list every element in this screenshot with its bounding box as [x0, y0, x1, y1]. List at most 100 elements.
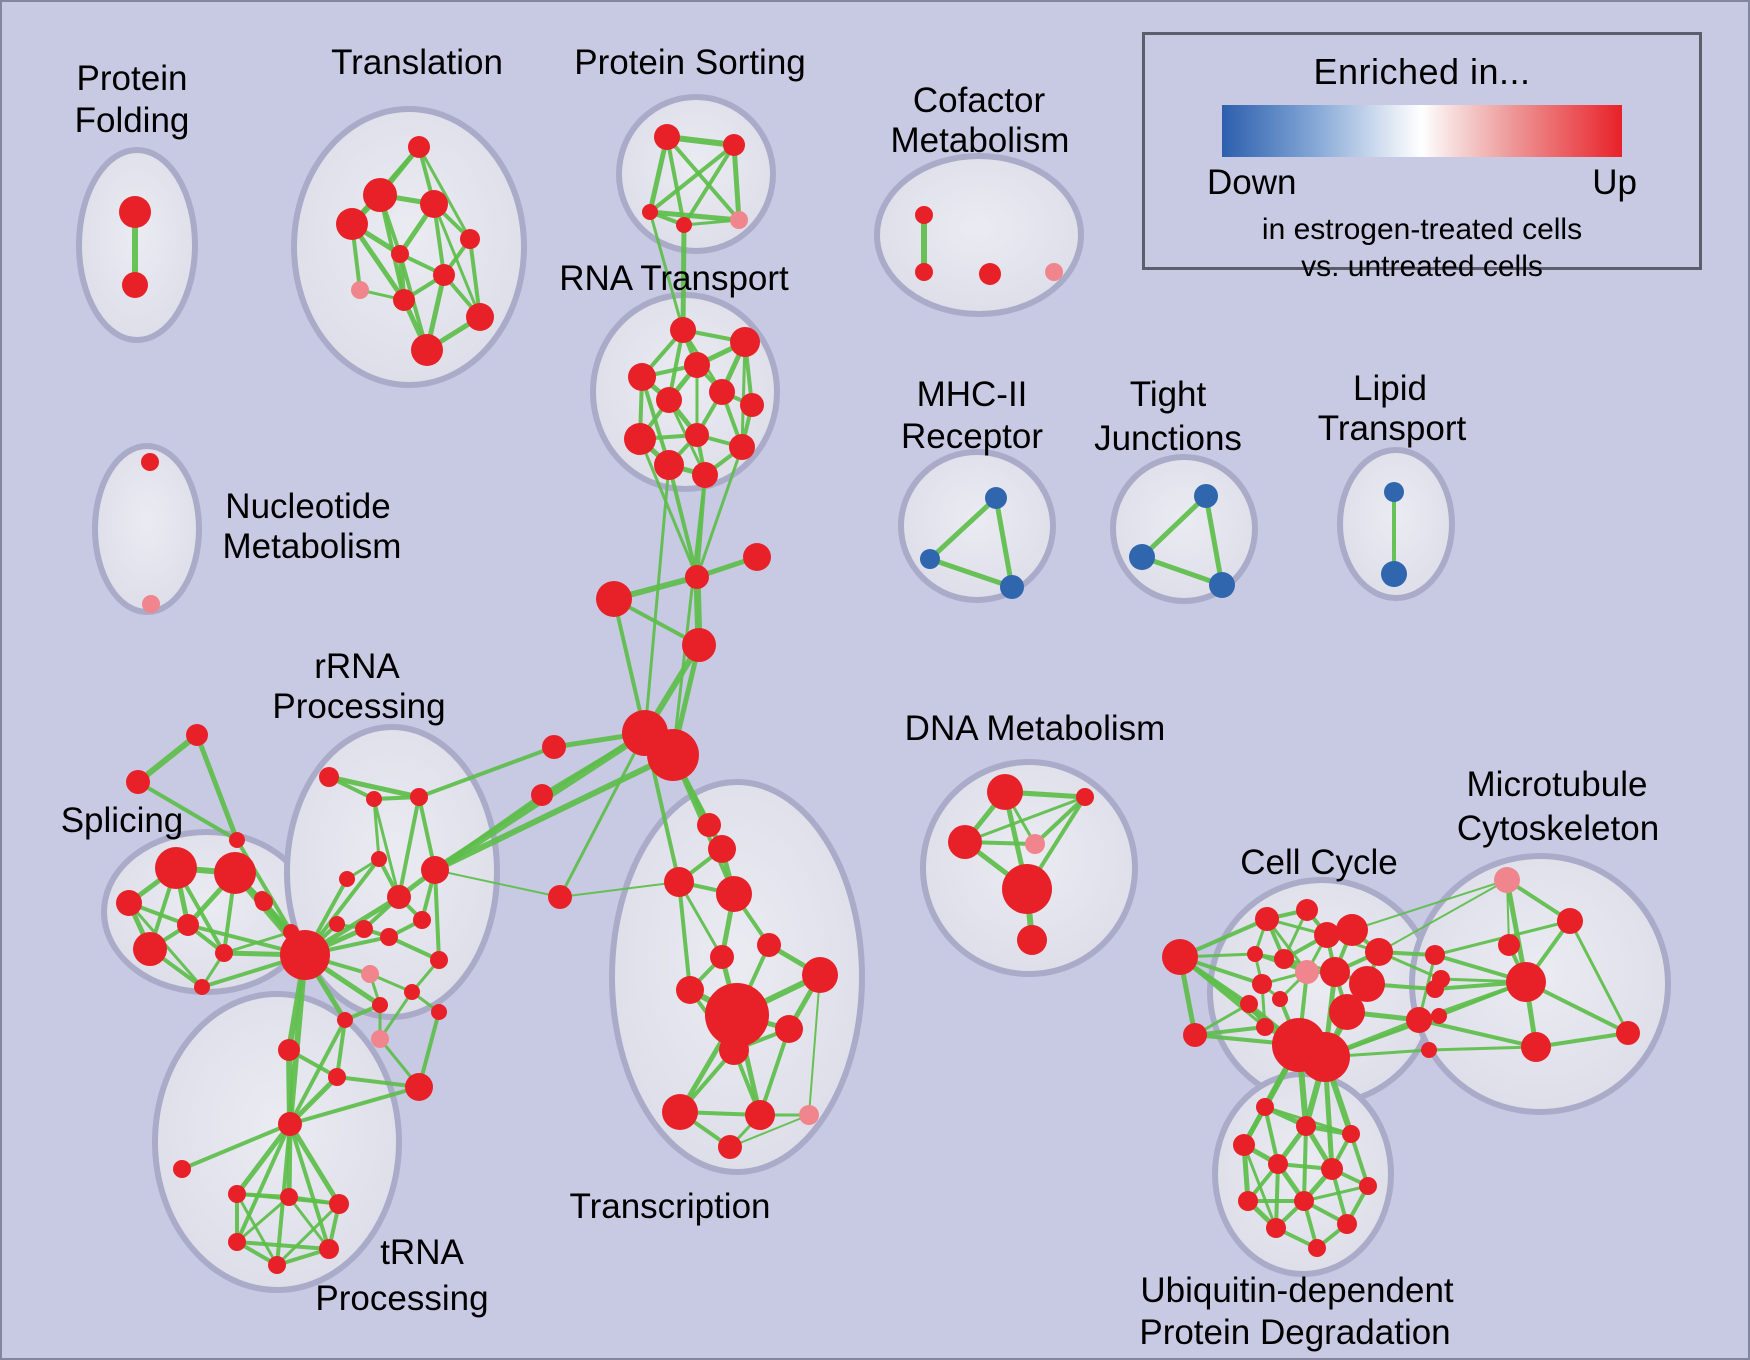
- cluster-label-cell-cycle-0: Cell Cycle: [1240, 843, 1398, 882]
- edge: [1349, 1132, 1370, 1188]
- edge: [235, 1122, 292, 1244]
- node-tj0: [1194, 484, 1218, 508]
- node-tl7: [351, 281, 369, 299]
- node-rt11: [692, 462, 718, 488]
- edge: [234, 1121, 293, 1197]
- node-mh2: [1000, 575, 1024, 599]
- cluster-label-protein-folding-0: Protein: [77, 59, 188, 98]
- cluster-label-rna-transport-0: RNA Transport: [559, 259, 789, 298]
- node-dn1: [1076, 788, 1094, 806]
- edge: [677, 880, 692, 992]
- node-tr6: [268, 1256, 286, 1274]
- node-t2: [664, 867, 694, 897]
- cluster-label-cofactor-metabolism-0: Cofactor: [913, 81, 1046, 120]
- edge: [993, 495, 1015, 590]
- node-cc15: [1329, 994, 1365, 1030]
- node-t1: [708, 835, 736, 863]
- node-tl9: [466, 303, 494, 331]
- node-tl4: [460, 229, 480, 249]
- node-cn4: [542, 735, 566, 759]
- node-t4: [757, 933, 781, 957]
- edge: [287, 1121, 342, 1207]
- edge: [288, 1018, 347, 1126]
- edge: [559, 881, 680, 898]
- edge: [729, 1114, 810, 1148]
- node-cc13: [1272, 991, 1288, 1007]
- node-cf2: [979, 263, 1001, 285]
- node-cc5: [1274, 949, 1294, 969]
- node-t0: [697, 813, 721, 837]
- node-cc12: [1252, 974, 1272, 994]
- node-tj1: [1129, 544, 1155, 570]
- node-cc8: [1365, 938, 1393, 966]
- edge: [1417, 1018, 1538, 1049]
- edge: [387, 935, 441, 962]
- node-rr4: [339, 871, 355, 887]
- edge: [235, 1240, 331, 1251]
- node-t12: [745, 1100, 775, 1130]
- node-sp0: [155, 847, 197, 889]
- node-rr10: [380, 928, 398, 946]
- node-rr18: [328, 1068, 346, 1086]
- node-rr7: [413, 911, 431, 929]
- cluster-label-trna-processing-0: tRNA: [380, 1233, 464, 1272]
- node-u8: [1294, 1191, 1314, 1211]
- edge: [643, 463, 671, 735]
- node-cc3: [1296, 899, 1318, 921]
- edge: [1274, 1162, 1280, 1230]
- legend-caption-line1: in estrogen-treated cells: [1261, 213, 1583, 246]
- node-rt9: [729, 434, 755, 460]
- node-cc1: [1183, 1023, 1207, 1047]
- node-f0: [186, 724, 208, 746]
- edge: [235, 1195, 291, 1244]
- node-cn3: [682, 628, 716, 662]
- edge: [136, 780, 239, 842]
- edge: [671, 473, 707, 757]
- legend-up-label: Up: [1592, 163, 1637, 202]
- node-u7: [1238, 1191, 1258, 1211]
- node-rt6: [740, 393, 764, 417]
- node-tr1: [228, 1185, 246, 1203]
- node-dn4: [1002, 864, 1052, 914]
- node-tl2: [420, 190, 448, 218]
- node-sp4: [133, 932, 167, 966]
- edge: [927, 495, 999, 562]
- node-rr16: [337, 1012, 353, 1028]
- node-pf0: [119, 196, 151, 228]
- node-rr19: [405, 1073, 433, 1101]
- node-cf0: [915, 206, 933, 224]
- edge: [682, 143, 736, 227]
- legend-caption: in estrogen-treated cells vs. untreated …: [1145, 211, 1699, 285]
- node-rr6: [421, 856, 449, 884]
- node-cc7: [1336, 914, 1368, 946]
- node-ps2: [642, 204, 658, 220]
- node-ch2: [1300, 1032, 1350, 1082]
- node-tl8: [393, 289, 415, 311]
- node-m6: [1421, 1042, 1437, 1058]
- node-dn2: [948, 825, 982, 859]
- node-tr0: [278, 1112, 302, 1136]
- node-rt5: [656, 387, 682, 413]
- legend-endpoints: Down Up: [1207, 163, 1637, 203]
- node-rt4: [709, 379, 735, 405]
- node-rt0: [670, 317, 696, 343]
- node-t13: [799, 1105, 819, 1125]
- node-rrL: [254, 891, 270, 907]
- cluster-label-splicing-0: Splicing: [61, 801, 184, 840]
- cluster-label-ubiquitin-degradation-1: Protein Degradation: [1139, 1313, 1450, 1352]
- edge: [731, 142, 742, 223]
- node-u6: [1359, 1177, 1377, 1195]
- cluster-ellipse-nucleotide-metabolism: [92, 443, 202, 615]
- edge: [1351, 879, 1508, 931]
- node-rr5: [387, 885, 411, 909]
- edge: [665, 135, 741, 222]
- cluster-label-lipid-transport-1: Transport: [1318, 409, 1467, 448]
- cluster-label-dna-metabolism-0: DNA Metabolism: [905, 709, 1166, 748]
- node-rr9: [355, 920, 373, 938]
- node-tl10: [411, 334, 443, 366]
- edge: [372, 797, 381, 861]
- legend-down-label: Down: [1207, 163, 1297, 202]
- edge: [1302, 1124, 1308, 1203]
- node-cf1: [915, 263, 933, 281]
